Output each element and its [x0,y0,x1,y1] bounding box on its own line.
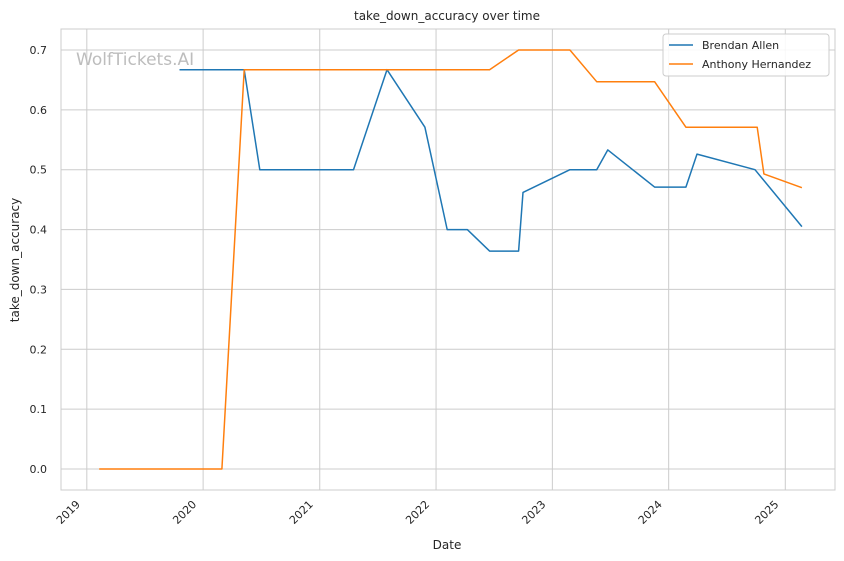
chart-title: take_down_accuracy over time [354,9,540,23]
y-tick-label: 0.5 [30,164,48,177]
y-tick-label: 0.0 [30,463,48,476]
y-tick-labels: 0.0 0.1 0.2 0.3 0.4 0.5 0.6 0.7 [30,44,48,476]
legend-box [662,33,830,77]
y-axis-title: take_down_accuracy [8,198,22,322]
y-tick-label: 0.6 [30,104,48,117]
legend-label: Anthony Hernandez [702,58,811,71]
legend-label: Brendan Allen [702,39,779,52]
y-tick-label: 0.2 [30,343,48,356]
y-tick-label: 0.7 [30,44,48,57]
legend: Brendan Allen Anthony Hernandez [662,33,830,77]
plot-frame [60,28,836,491]
x-axis-title: Date [433,538,462,552]
y-tick-label: 0.4 [30,224,48,237]
series-line-1 [99,49,803,470]
y-tick-label: 0.1 [30,403,48,416]
y-tick-label: 0.3 [30,283,48,296]
series-lines [99,49,803,470]
series-line-0 [179,68,803,252]
watermark-text: WolfTickets.AI [76,50,194,70]
